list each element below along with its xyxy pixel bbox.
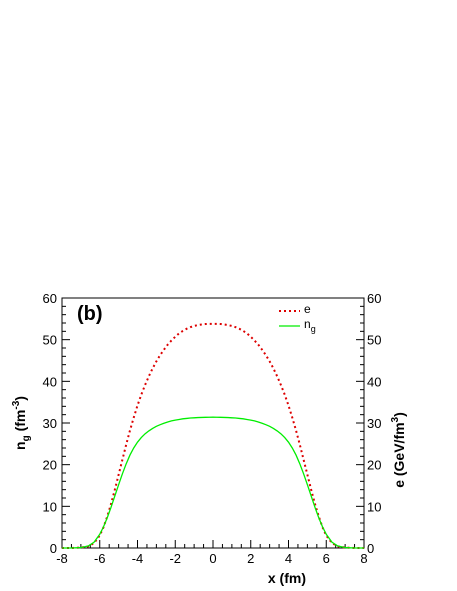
y-tick-label-right: 20 <box>367 458 381 473</box>
y-tick-label-left: 0 <box>50 541 57 556</box>
plot-frame <box>61 297 365 549</box>
legend-label-ng: ng <box>304 317 316 334</box>
y-tick-label-left: 50 <box>43 333 57 348</box>
series-line-ng <box>62 416 364 549</box>
y-tick-labels-left: 0 10 20 30 40 50 60 <box>43 291 57 556</box>
legend: e ng <box>279 302 316 334</box>
series-line-e <box>62 322 364 549</box>
y-axis-title-right: e (GeV/fm3) <box>390 412 407 488</box>
x-tick-label: -8 <box>56 551 68 566</box>
y-tick-label-right: 0 <box>367 541 374 556</box>
y-tick-label-left: 40 <box>43 374 57 389</box>
x-tick-label: 8 <box>360 551 367 566</box>
x-tick-label: 4 <box>285 551 292 566</box>
x-tick-label: -2 <box>169 551 181 566</box>
y-tick-label-right: 50 <box>367 333 381 348</box>
axis-ticks <box>61 297 365 549</box>
y-tick-label-left: 10 <box>43 499 57 514</box>
y-tick-label-right: 30 <box>367 416 381 431</box>
y-axis-title-left: ng (fm-3) <box>11 396 32 450</box>
y-tick-label-right: 10 <box>367 499 381 514</box>
x-tick-label: -4 <box>132 551 144 566</box>
y-tick-label-right: 60 <box>367 291 381 306</box>
x-axis-title: x (fm) <box>268 570 306 586</box>
y-tick-label-left: 20 <box>43 458 57 473</box>
x-tick-label: -6 <box>94 551 106 566</box>
x-tick-label: 2 <box>247 551 254 566</box>
series-layer <box>62 322 364 549</box>
x-tick-label: 6 <box>323 551 330 566</box>
y-tick-labels-right: 0 10 20 30 40 50 60 <box>367 291 381 556</box>
legend-label-e: e <box>304 302 311 316</box>
x-tick-labels: -8 -6 -4 -2 0 2 4 6 8 <box>56 551 367 566</box>
y-tick-label-left: 30 <box>43 416 57 431</box>
x-tick-label: 0 <box>209 551 216 566</box>
y-tick-label-left: 60 <box>43 291 57 306</box>
panel-label: (b) <box>77 303 103 325</box>
y-tick-label-right: 40 <box>367 374 381 389</box>
